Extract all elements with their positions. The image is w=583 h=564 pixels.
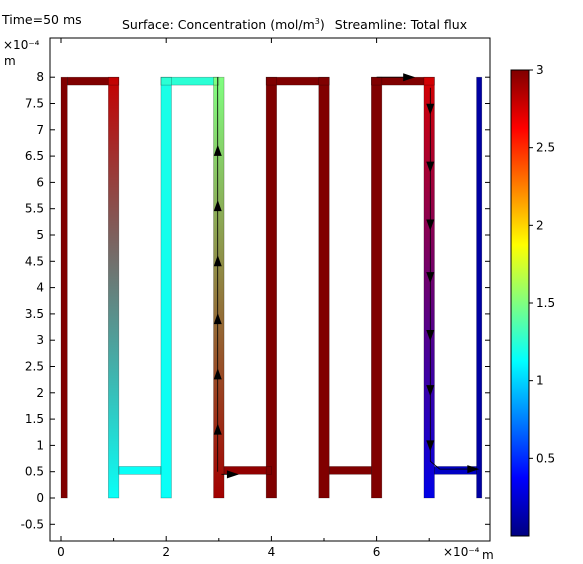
channel-segment: [61, 77, 68, 498]
flux-arrow: [426, 219, 435, 231]
flux-arrow: [426, 272, 435, 284]
flux-arrow: [467, 465, 480, 474]
channel-outline: [60, 76, 483, 499]
y-unit-label: m: [4, 54, 16, 68]
channel-segment: [108, 77, 119, 498]
channel-segment: [224, 466, 272, 475]
channel-segment: [329, 466, 372, 475]
streamlines-layer: [213, 73, 480, 479]
y-tick-label: 2.5: [25, 360, 44, 374]
y-tick-label: 3.5: [25, 307, 44, 321]
channels-layer: [60, 76, 483, 499]
flux-arrow: [213, 200, 222, 212]
title-streamline: Streamline: Total flux: [335, 17, 467, 32]
channel-segment: [160, 77, 219, 86]
channel-segment: [213, 77, 225, 498]
flux-arrow: [226, 470, 239, 479]
title-surface-suffix: ): [320, 17, 325, 32]
flux-arrow: [213, 368, 222, 380]
colorbar-ticks: 0.5 1 1.5 2 2.5 3: [529, 63, 555, 465]
colorbar-tick-label: 2: [536, 218, 544, 232]
y-tick-label: 0.5: [25, 465, 44, 479]
y-tick-label: 1.5: [25, 412, 44, 426]
channel-segment: [476, 77, 482, 498]
channel-segment: [160, 77, 172, 498]
x-axis: 0 2 4 6: [57, 38, 430, 559]
x-unit-label: m: [482, 548, 494, 562]
colorbar-tick-label: 3: [536, 63, 544, 77]
y-tick-label: 1: [36, 438, 44, 452]
x-tick-label: 0: [57, 545, 65, 559]
channel-segment: [434, 466, 477, 475]
chart-title: Surface: Concentration (mol/m3) Streamlin…: [122, 17, 467, 32]
y-tick-label: 6.5: [25, 149, 44, 163]
flux-arrow: [403, 73, 416, 82]
time-label: Time=50 ms: [1, 12, 82, 27]
colorbar-tick-label: 0.5: [536, 451, 555, 465]
channel-segment: [266, 77, 277, 498]
y-tick-label: 6: [36, 175, 44, 189]
channel-segment: [371, 77, 382, 498]
flux-arrow: [426, 103, 435, 115]
flux-arrow: [426, 329, 435, 341]
channel-segment: [118, 466, 161, 475]
x-exponent-label: ×10⁻⁴: [443, 545, 480, 559]
channel-segment: [318, 77, 330, 498]
x-tick-label: 2: [162, 545, 170, 559]
y-tick-label: 2: [36, 386, 44, 400]
x-tick-label: 6: [373, 545, 381, 559]
y-tick-label: 5.5: [25, 202, 44, 216]
flux-arrow: [213, 313, 222, 325]
colorbar-tick-label: 1.5: [536, 296, 555, 310]
y-tick-label: 0: [36, 491, 44, 505]
y-tick-label: 3: [36, 333, 44, 347]
y-exponent-label: ×10⁻⁴: [3, 38, 40, 52]
channel-segment: [67, 77, 119, 86]
flux-arrow: [426, 440, 435, 452]
colorbar-tick-label: 2.5: [536, 141, 555, 155]
title-surface-sup: 3: [315, 17, 320, 26]
flux-arrow: [213, 423, 222, 435]
y-axis: -0.5 0 0.5 1 1.5 2 2.5 3 3.5 4 4.5 5 5.5 6 6.5 7 7.5 8: [21, 70, 490, 531]
y-tick-label: 8: [36, 70, 44, 84]
y-tick-label: 7: [36, 123, 44, 137]
flux-arrow: [426, 161, 435, 173]
y-tick-label: 5: [36, 228, 44, 242]
flux-arrow: [213, 255, 222, 267]
channel-segment: [266, 77, 330, 86]
flux-arrow: [213, 144, 222, 156]
colorbar: [510, 69, 530, 537]
flux-arrow: [426, 385, 435, 397]
y-tick-label: 4: [36, 281, 44, 295]
y-tick-label: 7.5: [25, 97, 44, 111]
y-tick-label: -0.5: [21, 517, 44, 531]
channel-segment: [423, 77, 435, 498]
x-tick-label: 4: [268, 545, 276, 559]
colorbar-tick-label: 1: [536, 374, 544, 388]
title-surface-prefix: Surface: Concentration (mol/m: [122, 17, 315, 32]
channel-segment: [371, 77, 435, 86]
y-tick-label: 4.5: [25, 254, 44, 268]
